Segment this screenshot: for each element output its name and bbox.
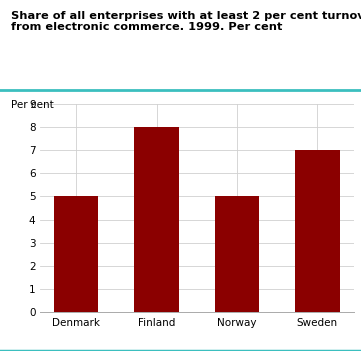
Text: Share of all enterprises with at least 2 per cent turnover
from electronic comme: Share of all enterprises with at least 2… [11, 11, 361, 32]
Bar [134, 127, 179, 312]
Bar [215, 196, 259, 312]
Text: Per cent: Per cent [11, 100, 53, 110]
Bar [54, 196, 98, 312]
Bar [295, 150, 339, 312]
